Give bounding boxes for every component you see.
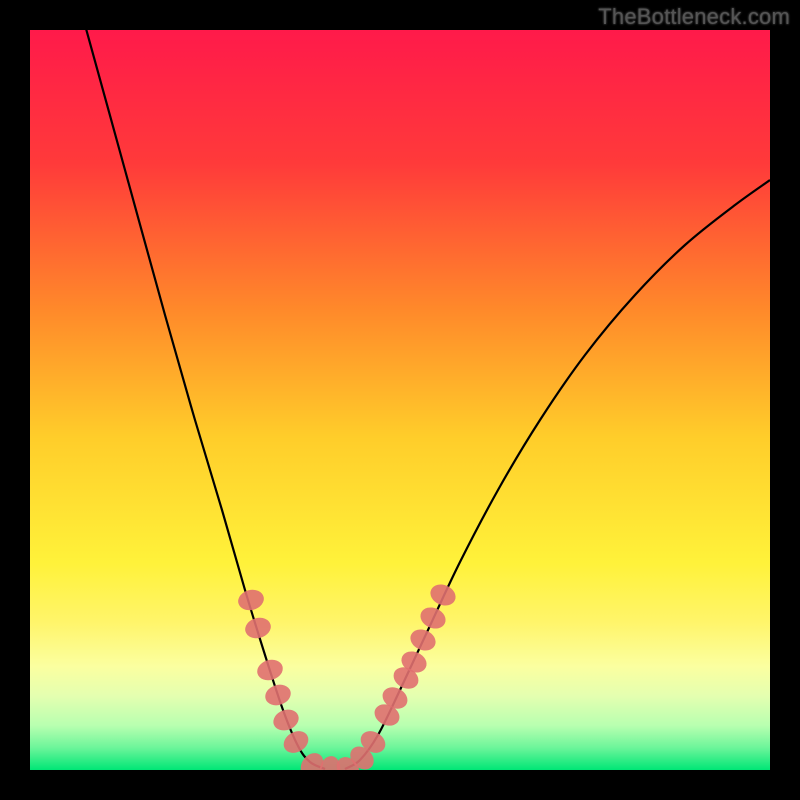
bottleneck-v-chart <box>0 0 800 800</box>
chart-canvas: TheBottleneck.com <box>0 0 800 800</box>
plot-background <box>30 30 770 770</box>
watermark-text: TheBottleneck.com <box>598 4 790 30</box>
